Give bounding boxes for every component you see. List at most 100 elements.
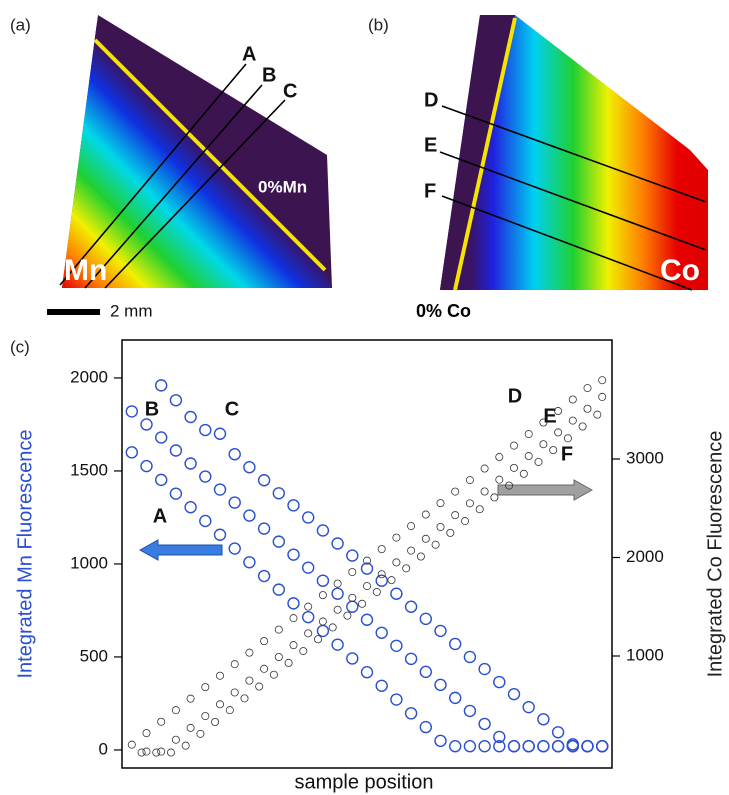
data-point bbox=[229, 449, 240, 460]
data-point bbox=[317, 525, 328, 536]
data-point bbox=[259, 475, 270, 486]
series-label: E bbox=[543, 405, 556, 427]
data-point bbox=[143, 730, 150, 737]
data-point bbox=[437, 500, 444, 507]
data-point bbox=[391, 694, 402, 705]
data-point bbox=[378, 546, 385, 553]
data-point bbox=[141, 461, 152, 472]
data-point bbox=[256, 683, 263, 690]
data-point bbox=[153, 749, 160, 756]
data-point bbox=[215, 428, 226, 439]
data-point bbox=[391, 588, 402, 599]
y-tick-label: 500 bbox=[80, 646, 108, 665]
data-point bbox=[319, 592, 326, 599]
data-point bbox=[538, 714, 549, 725]
scale-bar bbox=[47, 309, 100, 315]
data-point bbox=[344, 612, 351, 619]
data-point bbox=[167, 749, 174, 756]
data-point bbox=[332, 538, 343, 549]
data-point bbox=[244, 557, 255, 568]
data-point bbox=[273, 584, 284, 595]
data-point bbox=[202, 684, 209, 691]
data-point bbox=[509, 741, 520, 752]
panel-label: (c) bbox=[10, 337, 30, 356]
y-tick-label: 2000 bbox=[70, 367, 108, 386]
data-point bbox=[406, 601, 417, 612]
data-point bbox=[373, 588, 380, 595]
series-label: A bbox=[153, 505, 167, 527]
data-point bbox=[273, 536, 284, 547]
data-point bbox=[332, 639, 343, 650]
data-point bbox=[202, 712, 209, 719]
data-point bbox=[185, 502, 196, 513]
data-point bbox=[172, 707, 179, 714]
data-point bbox=[126, 447, 137, 458]
data-point bbox=[584, 405, 591, 412]
data-point bbox=[359, 600, 366, 607]
data-point bbox=[496, 453, 503, 460]
annotation: 0%Mn bbox=[258, 177, 307, 196]
element-label: Co bbox=[660, 254, 700, 287]
data-point bbox=[378, 571, 385, 578]
data-point bbox=[362, 667, 373, 678]
line-label: D bbox=[424, 89, 438, 111]
data-point bbox=[450, 638, 461, 649]
data-point bbox=[329, 624, 336, 631]
series-label: F bbox=[561, 443, 573, 465]
data-point bbox=[569, 396, 576, 403]
data-point bbox=[275, 653, 282, 660]
data-point bbox=[452, 512, 459, 519]
data-point bbox=[523, 741, 534, 752]
data-point bbox=[303, 562, 314, 573]
data-point bbox=[417, 553, 424, 560]
data-point bbox=[229, 497, 240, 508]
data-point bbox=[494, 677, 505, 688]
data-point bbox=[347, 601, 358, 612]
data-point bbox=[479, 718, 490, 729]
data-point bbox=[393, 534, 400, 541]
data-point bbox=[305, 630, 312, 637]
data-point bbox=[170, 488, 181, 499]
data-point bbox=[273, 488, 284, 499]
data-point bbox=[187, 695, 194, 702]
data-point bbox=[332, 588, 343, 599]
line-label: B bbox=[262, 64, 276, 86]
data-point bbox=[510, 464, 517, 471]
data-point bbox=[290, 615, 297, 622]
data-point bbox=[187, 724, 194, 731]
data-point bbox=[550, 447, 557, 454]
data-point bbox=[138, 749, 145, 756]
data-point bbox=[376, 627, 387, 638]
data-point bbox=[450, 741, 461, 752]
x-axis-label: sample position bbox=[295, 771, 434, 793]
data-point bbox=[347, 653, 358, 664]
data-point bbox=[362, 563, 373, 574]
data-point bbox=[158, 718, 165, 725]
data-point bbox=[141, 419, 152, 430]
data-point bbox=[300, 647, 307, 654]
data-point bbox=[246, 677, 253, 684]
data-point bbox=[185, 412, 196, 423]
data-point bbox=[215, 484, 226, 495]
panel-label: (b) bbox=[368, 15, 389, 34]
data-point bbox=[464, 741, 475, 752]
line-label: F bbox=[424, 180, 436, 202]
data-point bbox=[244, 462, 255, 473]
data-point bbox=[156, 474, 167, 485]
data-point bbox=[319, 618, 326, 625]
series-label: B bbox=[145, 398, 159, 420]
data-point bbox=[466, 500, 473, 507]
data-point bbox=[403, 565, 410, 572]
y-axis-label: Integrated Mn Fluorescence bbox=[14, 429, 36, 678]
data-point bbox=[156, 432, 167, 443]
data-point bbox=[362, 614, 373, 625]
data-point bbox=[197, 730, 204, 737]
y2-tick-label: 2000 bbox=[626, 547, 664, 566]
data-point bbox=[143, 748, 150, 755]
data-point bbox=[510, 442, 517, 449]
data-point bbox=[496, 476, 503, 483]
data-point bbox=[525, 430, 532, 437]
data-point bbox=[259, 571, 270, 582]
data-point bbox=[216, 672, 223, 679]
data-point bbox=[317, 575, 328, 586]
